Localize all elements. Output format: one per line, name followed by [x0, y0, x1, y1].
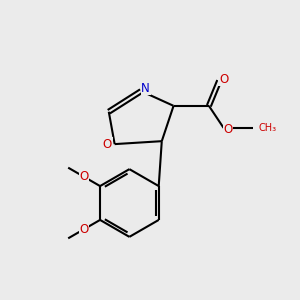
Text: O: O: [219, 73, 228, 86]
Text: N: N: [141, 82, 150, 95]
Text: O: O: [224, 123, 233, 136]
Text: CH₃: CH₃: [258, 123, 277, 133]
Text: O: O: [80, 170, 89, 183]
Text: O: O: [103, 138, 112, 151]
Text: O: O: [80, 223, 89, 236]
